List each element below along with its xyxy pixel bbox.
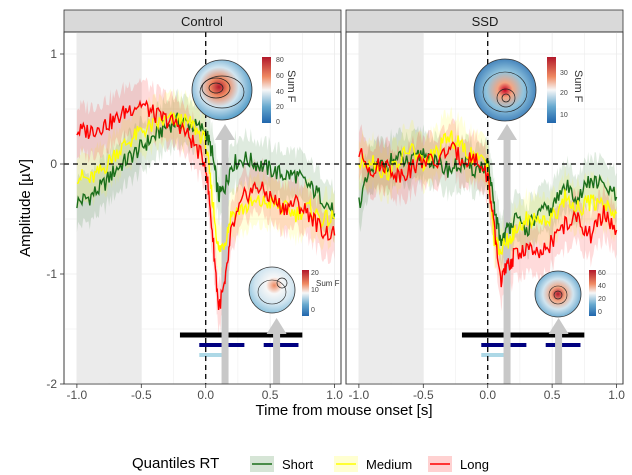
- y-tick-label: -2: [46, 377, 57, 391]
- legend-label-short: Short: [282, 457, 313, 472]
- panel-control: [63, 31, 342, 385]
- cb-tick: 20: [276, 104, 284, 111]
- x-tick-label: -1.0: [67, 388, 88, 402]
- arrow-shaft: [273, 332, 281, 384]
- y-axis-title: Amplitude [µV]: [17, 159, 34, 257]
- series-line-long: [76, 99, 336, 311]
- legend-label-medium: Medium: [366, 457, 412, 472]
- ci-ribbon-short: [76, 88, 335, 243]
- cb-tick: 60: [276, 73, 284, 80]
- y-tick-label: -1: [46, 267, 57, 281]
- series-line-short: [358, 148, 618, 246]
- cb-title: Sum F: [285, 70, 297, 103]
- x-tick-label: 0.0: [197, 388, 214, 402]
- x-tick-label: 0.5: [262, 388, 279, 402]
- x-tick-label: 0.0: [479, 388, 496, 402]
- cb-tick: 20: [560, 90, 568, 97]
- arrow-head: [497, 124, 518, 140]
- series-line-medium: [358, 130, 618, 257]
- legend: Quantiles RT Short Medium Long: [132, 455, 489, 472]
- strip-ssd: SSD: [345, 9, 624, 33]
- x-tick-label: -0.5: [413, 388, 434, 402]
- arrow-head: [215, 124, 236, 140]
- ci-ribbon-medium: [76, 88, 335, 277]
- topomap-ssd-2: 60 40 20 0: [534, 270, 606, 318]
- series-line-medium: [76, 110, 336, 253]
- cb-title: Sum F: [316, 279, 340, 288]
- cb-tick: 20: [311, 270, 319, 277]
- arrow-shaft: [555, 332, 563, 384]
- x-tick-label: -1.0: [349, 388, 370, 402]
- series-line-short: [76, 112, 336, 219]
- cb-tick: 30: [560, 70, 568, 77]
- series-line-long: [358, 141, 618, 288]
- cb-tick: 40: [598, 283, 606, 290]
- topomap-control-2: 20 10 0 Sum F: [248, 266, 340, 316]
- topomap-ssd-1: 30 20 10 Sum F: [473, 57, 584, 123]
- legend-label-long: Long: [460, 457, 489, 472]
- cb-tick: 10: [560, 112, 568, 119]
- cb-tick: 0: [598, 309, 602, 316]
- arrow-head: [548, 318, 569, 334]
- y-axis: 1 0 -1 -2: [46, 47, 64, 391]
- strip-control: Control: [63, 9, 342, 33]
- x-tick-label: 1.0: [608, 388, 625, 402]
- y-tick-label: 0: [50, 157, 57, 171]
- legend-title: Quantiles RT: [132, 455, 219, 472]
- panel-border: [63, 31, 342, 385]
- panel-title-ssd: SSD: [472, 14, 499, 29]
- topomap-control-1: 80 60 40 20 0 Sum F: [191, 57, 297, 126]
- x-axis: -1.0 -0.5 0.0 0.5 1.0 -1.0 -0.5 0.0 0.5 1.0: [67, 384, 625, 402]
- cb-tick: 20: [598, 296, 606, 303]
- arrow-head: [266, 318, 287, 334]
- cb-tick: 60: [598, 270, 606, 277]
- cb-tick: 0: [311, 307, 315, 314]
- y-tick-label: 1: [50, 47, 57, 61]
- x-axis-title: Time from mouse onset [s]: [256, 402, 433, 419]
- x-tick-label: 1.0: [326, 388, 343, 402]
- cb-tick: 10: [311, 287, 319, 294]
- arrow-shaft: [221, 138, 229, 384]
- panel-ssd: [345, 31, 624, 385]
- panel-border: [345, 31, 624, 385]
- cb-title: Sum F: [572, 70, 584, 103]
- cb-tick: 80: [276, 57, 284, 64]
- cb-tick: 0: [276, 119, 280, 126]
- panel-title-control: Control: [181, 14, 223, 29]
- cb-tick: 40: [276, 89, 284, 96]
- x-tick-label: 0.5: [544, 388, 561, 402]
- x-tick-label: -0.5: [131, 388, 152, 402]
